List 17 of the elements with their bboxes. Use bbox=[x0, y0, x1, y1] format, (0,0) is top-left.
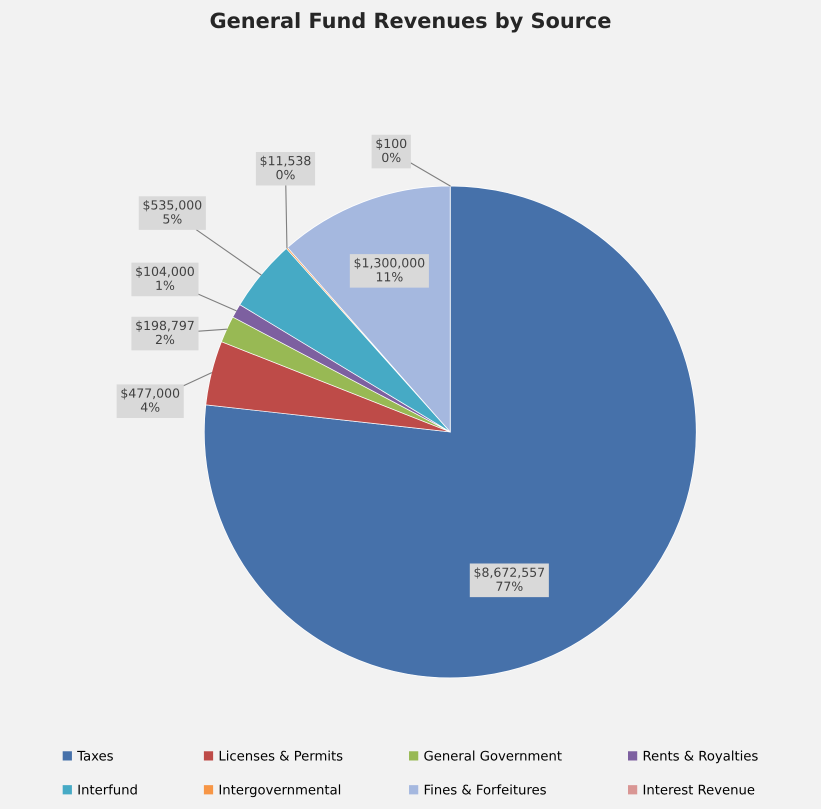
legend-label: Intergovernmental bbox=[220, 784, 340, 798]
data-label: $198,797 2% bbox=[136, 320, 194, 344]
legend-label: Licenses & Permits bbox=[220, 750, 342, 761]
data-label: $535,000 5% bbox=[144, 200, 202, 224]
legend-label: Interest Revenue bbox=[644, 784, 754, 795]
legend-label: Interfund bbox=[78, 784, 137, 795]
legend-label: General Government bbox=[424, 750, 562, 761]
legend-label: Rents & Royalties bbox=[644, 750, 758, 764]
data-label: $1,300,000 11% bbox=[354, 258, 424, 282]
data-label: $104,000 1% bbox=[136, 266, 194, 290]
legend-label: Fines & Forfeitures bbox=[424, 784, 546, 795]
data-label: $8,672,557 77% bbox=[474, 567, 544, 591]
data-label: $477,000 4% bbox=[121, 388, 180, 412]
legend-label: Taxes bbox=[77, 750, 113, 761]
data-label: $100 0% bbox=[376, 138, 406, 162]
chart-title: General Fund Revenues by Source bbox=[210, 12, 610, 32]
data-label: $11,538 0% bbox=[260, 156, 310, 180]
